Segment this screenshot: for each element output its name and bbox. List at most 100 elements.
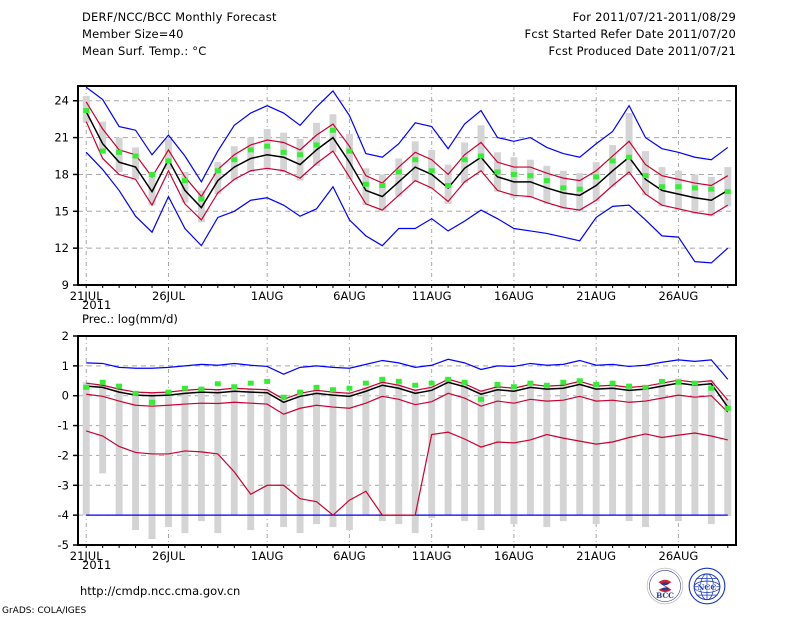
climatology-marker	[560, 185, 567, 191]
x-tick-label: 26JUL	[152, 289, 185, 303]
y-tick-label: 9	[62, 278, 69, 292]
climatology-marker	[247, 380, 254, 386]
spread-bar	[625, 113, 633, 174]
spread-bar	[691, 174, 699, 214]
spread-bar	[428, 386, 436, 519]
x-tick-label: 21JUL	[70, 549, 103, 563]
climatology-marker	[428, 168, 435, 174]
website-url[interactable]: http://cmdp.ncc.cma.gov.cn	[80, 584, 241, 598]
fcst-started-label: Fcst Started Refer Date 2011/07/20	[524, 27, 736, 41]
chart-title: DERF/NCC/BCC Monthly Forecast	[82, 10, 277, 24]
forecast-period-label: For 2011/07/21-2011/08/29	[572, 10, 736, 24]
x-tick-label: 26AUG	[659, 549, 699, 563]
spread-bar	[559, 384, 567, 522]
spread-bar	[132, 391, 140, 531]
spread-bar	[724, 399, 732, 516]
climatology-marker	[412, 382, 419, 388]
spread-bar	[313, 389, 320, 525]
series-line-q75	[86, 378, 729, 401]
spread-bar	[461, 382, 469, 522]
y-tick-label: -2	[58, 448, 69, 462]
climatology-marker	[346, 385, 353, 391]
spread-bar	[609, 144, 617, 187]
spread-bar	[543, 165, 551, 204]
climatology-marker	[494, 381, 501, 387]
climatology-marker	[247, 147, 254, 153]
ncc-logo-icon: NCC	[688, 567, 726, 605]
series-line-mean	[86, 381, 729, 408]
climatology-marker	[362, 380, 369, 386]
spread-bar	[494, 385, 501, 516]
climatology-marker	[708, 385, 715, 391]
x-tick-label: 16AUG	[494, 289, 534, 303]
bcc-logo-text: BCC	[656, 591, 674, 600]
panel-content	[82, 86, 732, 264]
bcc-logo-icon: BCC	[646, 567, 684, 605]
climatology-marker	[280, 394, 287, 400]
spread-bar	[214, 162, 222, 195]
climatology-marker	[576, 186, 583, 192]
climatology-marker	[593, 174, 600, 180]
climatology-marker	[99, 379, 106, 385]
climatology-marker	[362, 181, 369, 187]
x-tick-label: 6AUG	[333, 549, 366, 563]
spread-bar	[707, 176, 715, 217]
climatology-marker	[198, 196, 205, 202]
climatology-marker	[297, 389, 304, 395]
grads-credit: GrADS: COLA/IGES	[2, 606, 87, 616]
spread-bar	[82, 382, 90, 516]
spread-bar	[115, 388, 123, 516]
spread-bar	[247, 388, 255, 531]
climatology-marker	[461, 379, 468, 385]
spread-bar	[444, 377, 452, 516]
climatology-marker	[395, 378, 402, 384]
spread-bar	[477, 125, 485, 172]
climatology-marker	[675, 379, 682, 385]
climatology-marker	[379, 376, 386, 382]
climatology-marker	[264, 143, 271, 149]
climatology-marker	[724, 189, 731, 195]
member-size-label: Member Size=40	[82, 27, 184, 41]
spread-bar	[362, 387, 370, 516]
spread-bar	[214, 389, 222, 534]
y-tick-label: 21	[54, 131, 69, 145]
climatology-marker	[116, 383, 123, 389]
climatology-marker	[445, 376, 452, 382]
x-tick-label: 16AUG	[494, 549, 534, 563]
climatology-marker	[576, 378, 583, 384]
climatology-marker	[165, 158, 172, 164]
spread-bar	[592, 162, 600, 202]
climatology-marker	[510, 171, 517, 177]
spread-bar	[263, 389, 271, 516]
spread-bar	[576, 380, 584, 516]
climatology-marker	[132, 153, 139, 159]
year-label-top: 2011	[82, 298, 112, 312]
y-tick-label: -5	[58, 538, 69, 552]
climatology-marker	[609, 380, 616, 386]
spread-bar	[526, 159, 534, 198]
climatology-marker	[527, 380, 534, 386]
climatology-marker	[543, 382, 550, 388]
spread-bar	[674, 378, 682, 522]
series-line-max	[86, 358, 729, 380]
spread-bar	[148, 392, 156, 540]
x-tick-label: 21AUG	[576, 289, 616, 303]
spread-bar	[378, 380, 386, 522]
x-tick-label: 1AUG	[251, 289, 284, 303]
climatology-marker	[214, 168, 221, 174]
climatology-marker	[626, 383, 633, 389]
climatology-marker	[543, 178, 550, 184]
x-tick-label: 21JUL	[70, 289, 103, 303]
climatology-marker	[346, 148, 353, 154]
climatology-marker	[198, 386, 205, 392]
series-line-min	[85, 151, 729, 264]
x-tick-label: 21AUG	[576, 549, 616, 563]
spread-bar	[510, 387, 518, 525]
climatology-marker	[609, 158, 616, 164]
climatology-marker	[83, 384, 90, 390]
x-tick-label: 11AUG	[412, 549, 452, 563]
y-tick-label: 0	[62, 389, 69, 403]
climatology-marker	[478, 153, 484, 159]
x-tick-label: 26JUL	[152, 549, 185, 563]
